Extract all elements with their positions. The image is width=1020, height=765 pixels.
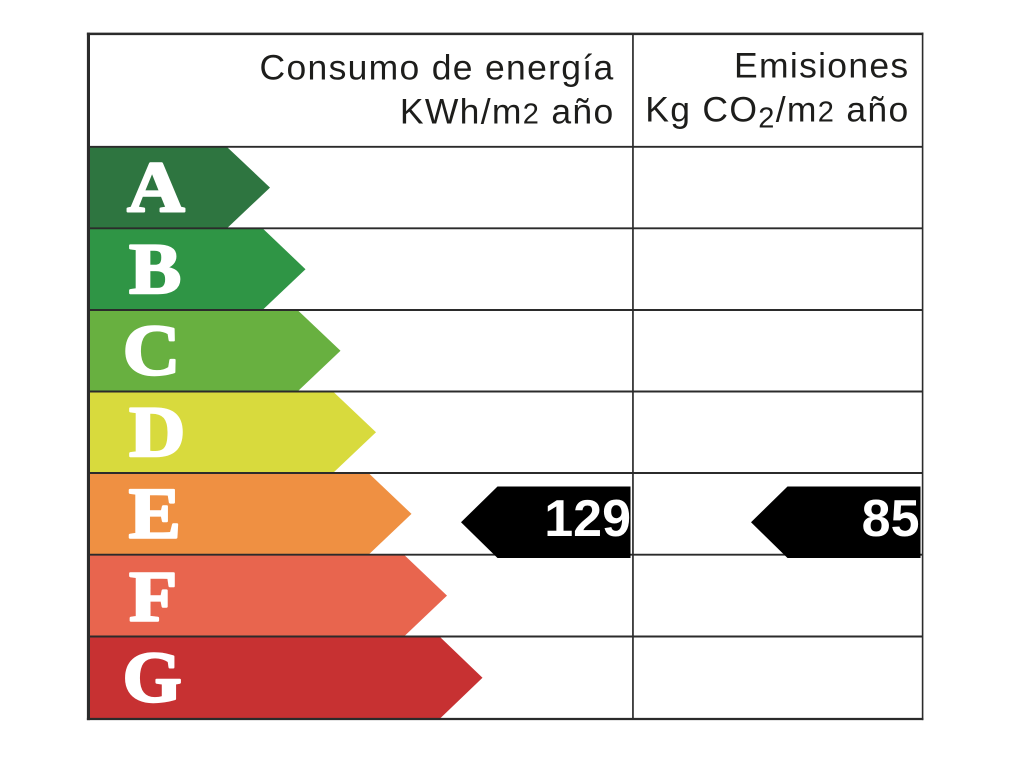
svg-text:C: C (123, 311, 181, 390)
svg-text:A: A (127, 148, 185, 227)
svg-text:Kg CO2/m2 año: Kg CO2/m2 año (645, 90, 909, 135)
svg-text:129: 129 (544, 490, 631, 548)
svg-text:F: F (129, 558, 177, 637)
svg-text:85: 85 (862, 490, 920, 548)
svg-text:Emisiones: Emisiones (734, 46, 909, 86)
svg-text:Consumo de energía: Consumo de energía (260, 48, 615, 88)
svg-text:KWh/m2 año: KWh/m2 año (400, 91, 615, 131)
svg-text:B: B (129, 230, 181, 309)
svg-text:E: E (129, 474, 181, 553)
svg-text:G: G (123, 638, 182, 717)
svg-text:D: D (129, 393, 185, 472)
